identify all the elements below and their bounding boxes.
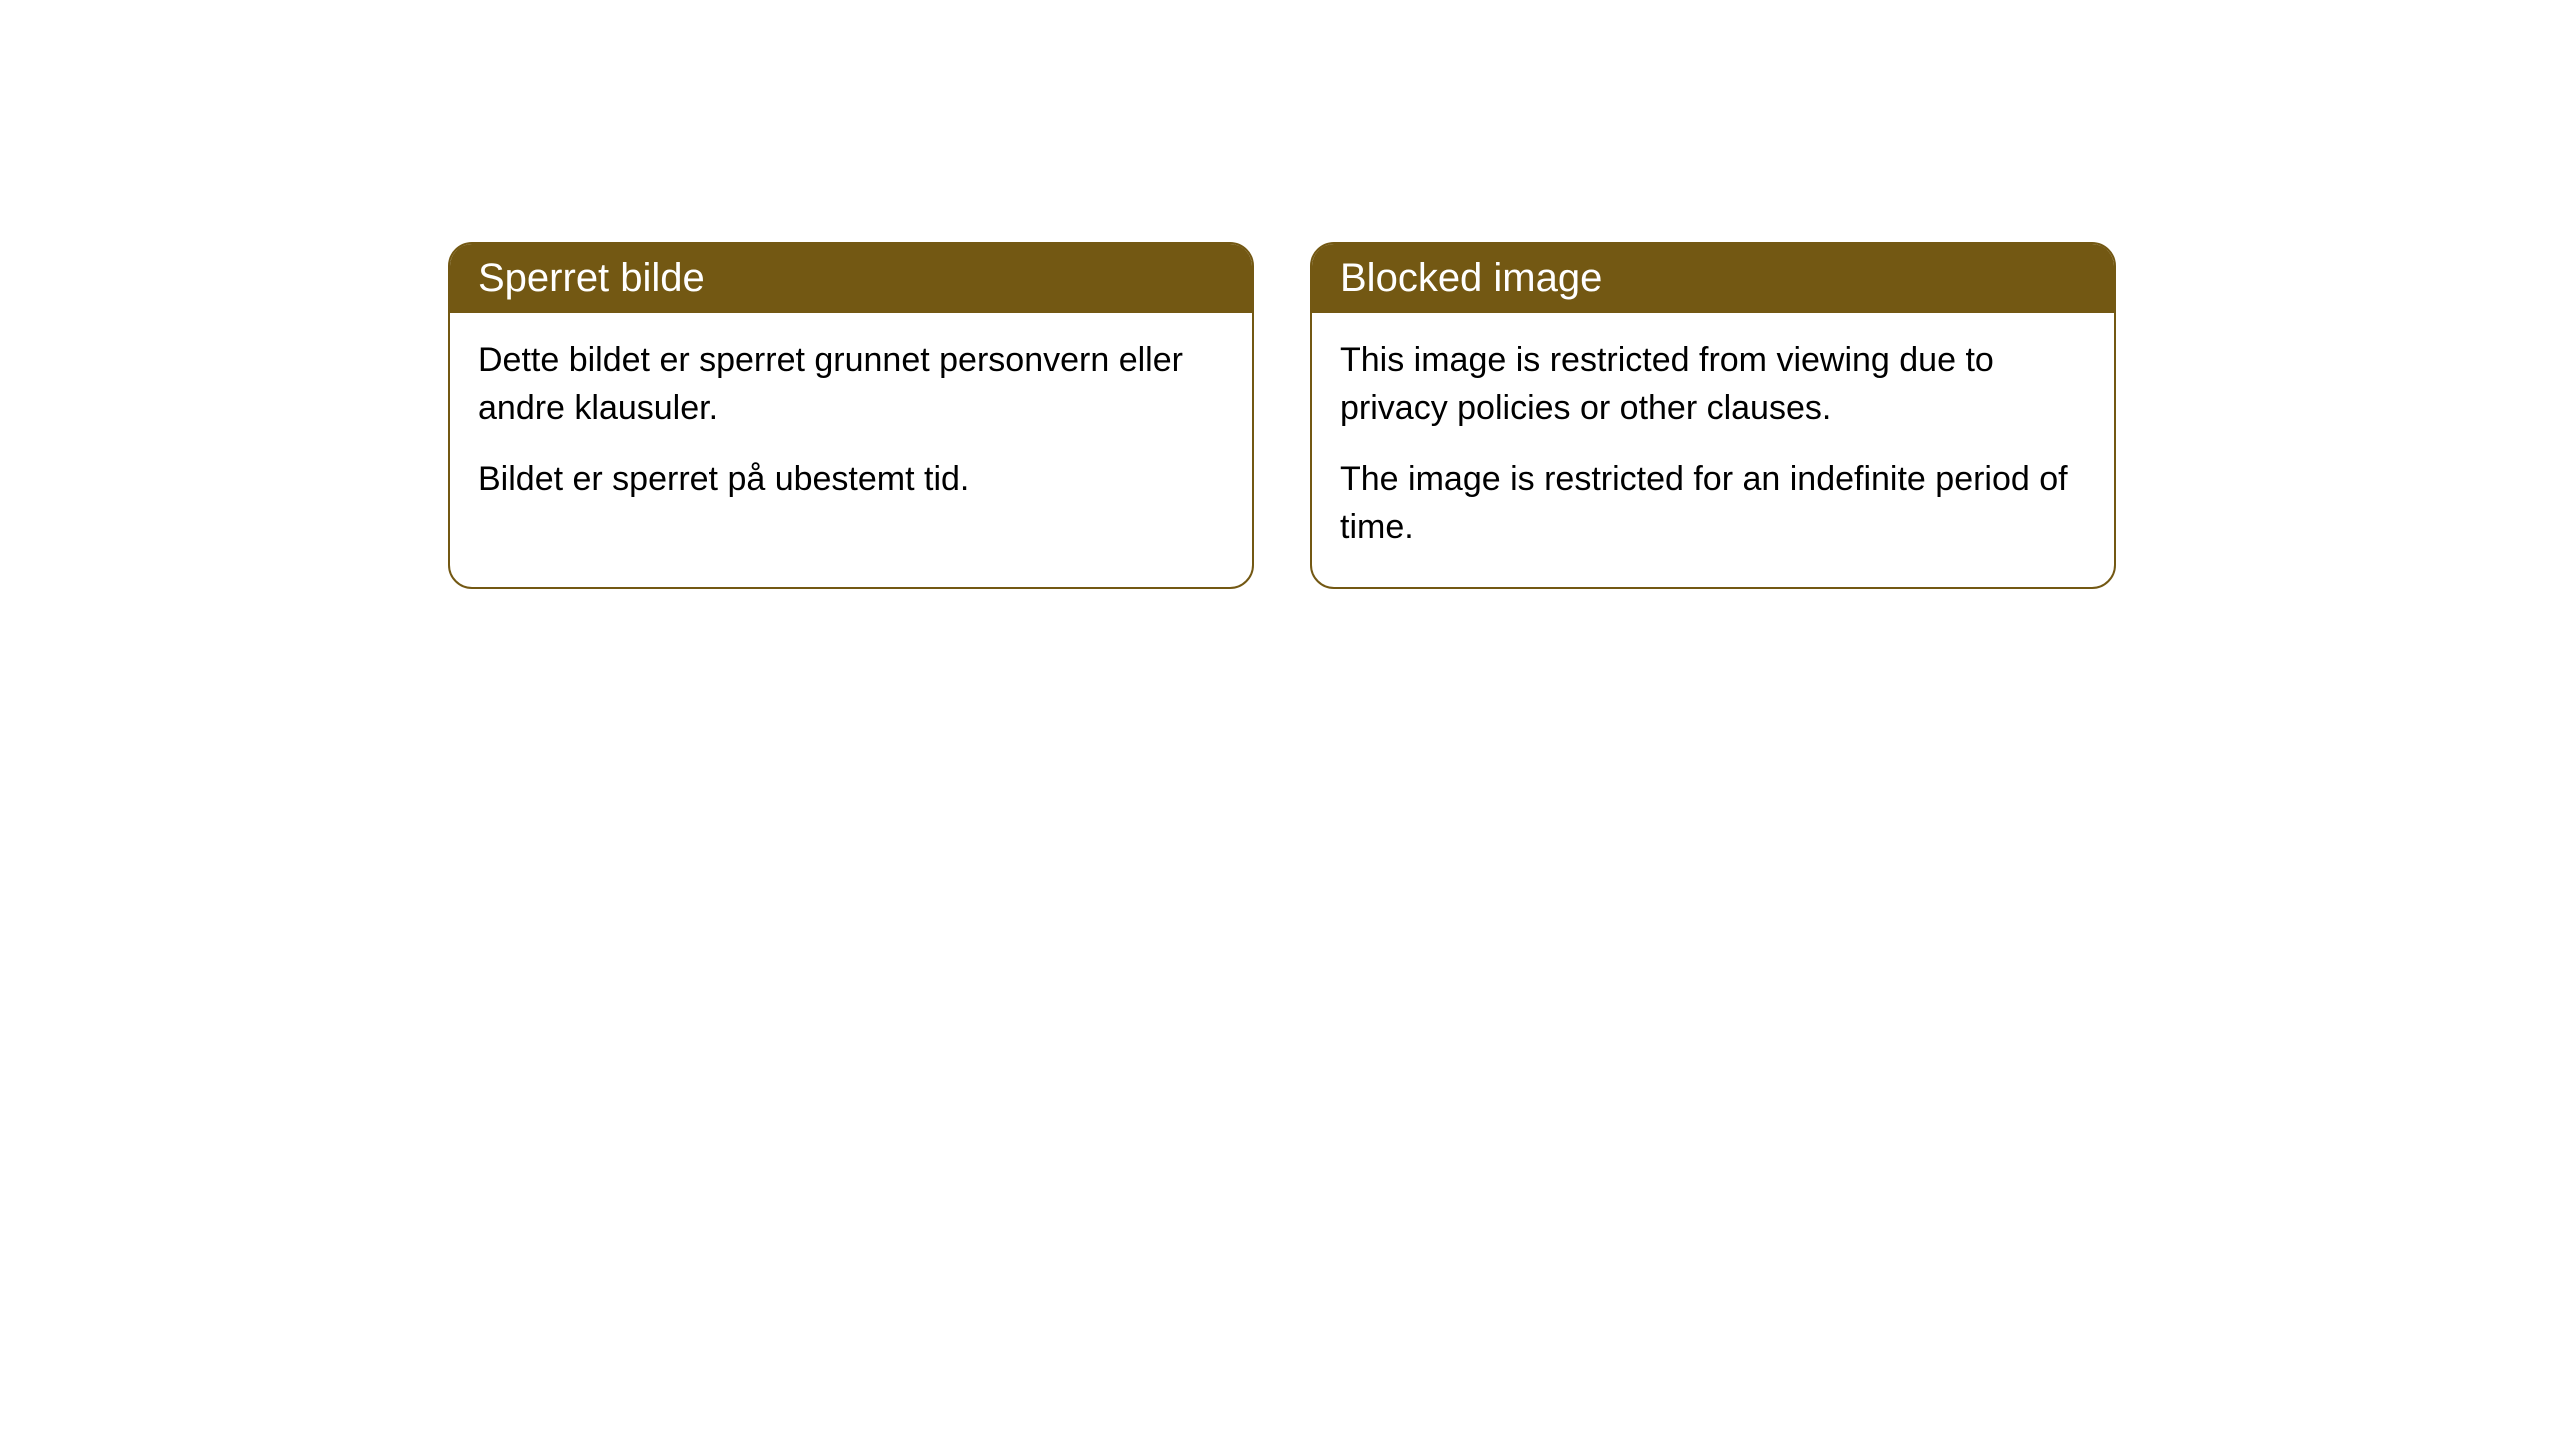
card-body: This image is restricted from viewing du… [1312,313,2114,587]
card-paragraph: The image is restricted for an indefinit… [1340,456,2086,551]
card-title: Sperret bilde [478,256,705,300]
card-header: Sperret bilde [450,244,1252,313]
card-paragraph: Dette bildet er sperret grunnet personve… [478,337,1224,432]
card-paragraph: Bildet er sperret på ubestemt tid. [478,456,1224,504]
card-header: Blocked image [1312,244,2114,313]
blocked-image-card-english: Blocked image This image is restricted f… [1310,242,2116,589]
card-body: Dette bildet er sperret grunnet personve… [450,313,1252,540]
cards-container: Sperret bilde Dette bildet er sperret gr… [0,0,2560,589]
blocked-image-card-norwegian: Sperret bilde Dette bildet er sperret gr… [448,242,1254,589]
card-title: Blocked image [1340,256,1602,300]
card-paragraph: This image is restricted from viewing du… [1340,337,2086,432]
